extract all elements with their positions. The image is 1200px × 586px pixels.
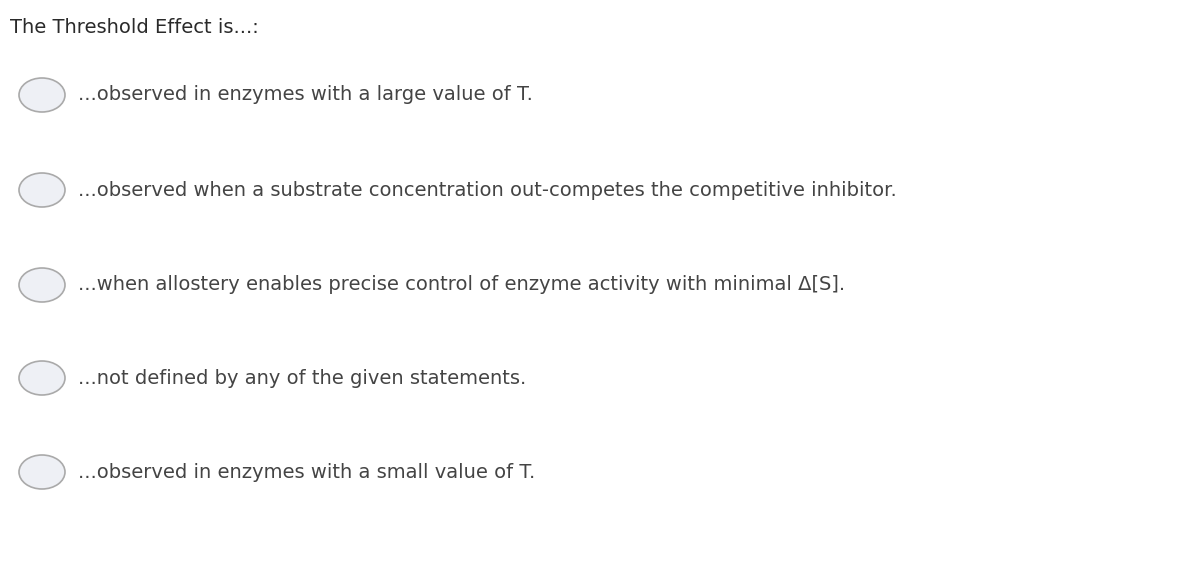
Ellipse shape — [19, 173, 65, 207]
Text: ...when allostery enables precise control of enzyme activity with minimal Δ[S].: ...when allostery enables precise contro… — [78, 275, 845, 295]
Ellipse shape — [19, 455, 65, 489]
Text: The Threshold Effect is...:: The Threshold Effect is...: — [10, 18, 259, 37]
Text: ...observed in enzymes with a large value of T.: ...observed in enzymes with a large valu… — [78, 86, 533, 104]
Text: ...observed when a substrate concentration out-competes the competitive inhibito: ...observed when a substrate concentrati… — [78, 180, 896, 199]
Ellipse shape — [19, 78, 65, 112]
Ellipse shape — [19, 268, 65, 302]
Text: ...not defined by any of the given statements.: ...not defined by any of the given state… — [78, 369, 527, 387]
Text: ...observed in enzymes with a small value of T.: ...observed in enzymes with a small valu… — [78, 462, 535, 482]
Ellipse shape — [19, 361, 65, 395]
